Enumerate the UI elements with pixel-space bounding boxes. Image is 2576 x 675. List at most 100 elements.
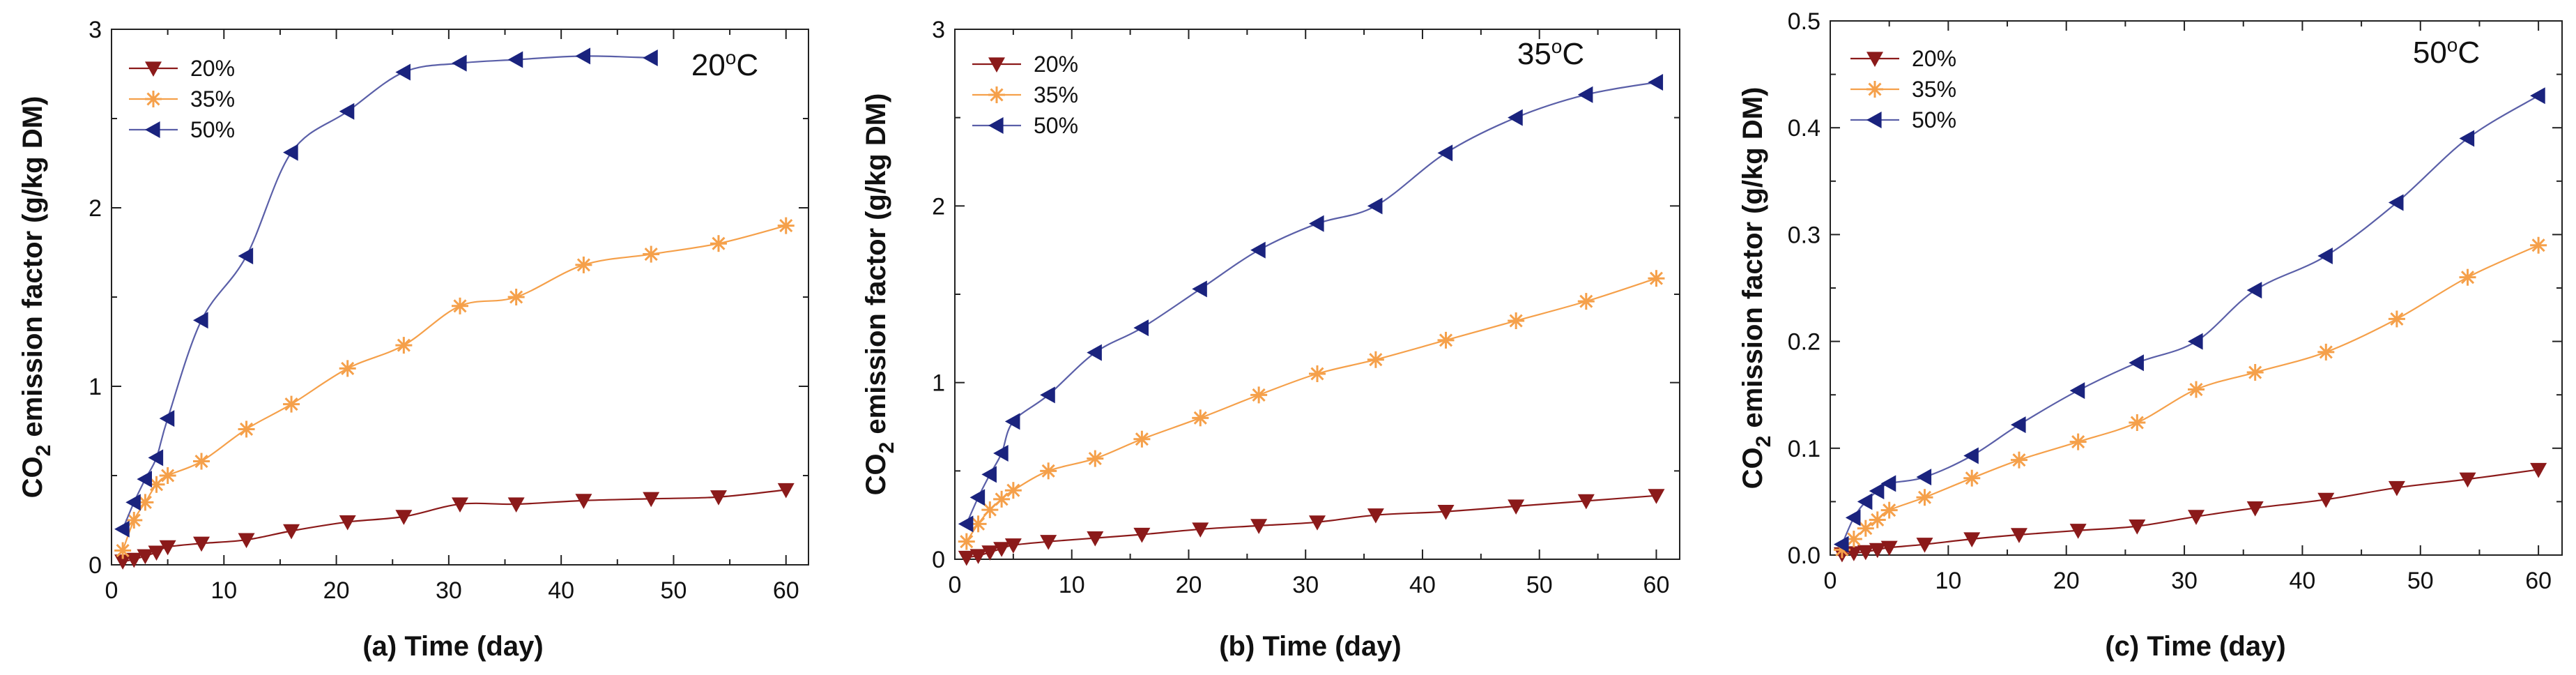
data-point <box>969 489 986 506</box>
data-point <box>1857 493 1873 510</box>
data-point <box>1963 532 1981 548</box>
data-point <box>507 51 523 68</box>
data-point <box>2069 382 2085 400</box>
y-axis-title-co: CO <box>861 453 891 495</box>
x-tick-label: 0 <box>949 572 962 598</box>
legend-label: 50% <box>1912 107 1956 132</box>
data-point <box>1916 538 1933 553</box>
x-tick-label: 40 <box>2290 568 2316 594</box>
data-point <box>2188 510 2205 525</box>
data-point <box>1192 522 1209 538</box>
data-point <box>238 533 255 549</box>
data-point <box>395 337 413 354</box>
data-point <box>1963 447 1979 464</box>
chart-panel-c: 0 10 20 30 40 50 60 0.0 0.1 0.2 0.3 0.4 0.5 CO2 emiss… <box>1738 8 2563 662</box>
data-point <box>125 512 143 529</box>
data-point <box>958 533 975 550</box>
data-point <box>2129 519 2146 535</box>
x-tick-label: 20 <box>2053 568 2080 594</box>
x-tick-label: 0 <box>1824 568 1837 594</box>
data-point <box>1087 344 1102 361</box>
y-axis-title-rest: emission factor (g/kg DM) <box>1738 87 1768 436</box>
data-point <box>1869 543 1886 559</box>
data-point <box>1648 270 1665 287</box>
data-point <box>2530 87 2545 105</box>
x-axis-title: (a) Time (day) <box>362 631 543 662</box>
legend-label: 35% <box>190 86 235 112</box>
temperature-label: 50oC <box>2413 34 2480 70</box>
temperature-label: 35oC <box>1517 36 1584 71</box>
data-point <box>575 494 592 509</box>
data-point <box>2188 333 2203 350</box>
y-axis-title-subscript: 2 <box>875 442 898 454</box>
data-point <box>1648 489 1665 504</box>
y-tick-label: 2 <box>932 193 945 220</box>
x-tick-label: 0 <box>105 577 118 604</box>
data-point <box>1916 469 1932 486</box>
data-point <box>2069 433 2087 450</box>
data-point <box>2010 451 2027 469</box>
data-point <box>969 549 987 564</box>
temperature-value: 20 <box>691 48 726 82</box>
data-point <box>1309 365 1326 382</box>
y-axis-title-co: CO <box>1738 447 1768 489</box>
data-point <box>958 550 975 566</box>
data-point <box>1880 540 1898 556</box>
data-point <box>2069 524 2087 539</box>
series-line-20pct <box>966 494 1657 559</box>
data-point <box>159 540 176 556</box>
data-point <box>283 395 300 413</box>
data-point <box>238 420 255 438</box>
data-point <box>1845 509 1861 526</box>
data-point <box>1004 538 1022 554</box>
temperature-degree: o <box>2447 34 2458 56</box>
y-axis-title: CO2 emission factor (g/kg DM) <box>861 93 898 496</box>
legend-marker <box>988 86 1005 103</box>
data-point <box>1250 241 1266 259</box>
y-tick-label: 0.0 <box>1788 543 1820 569</box>
data-point <box>1577 293 1595 310</box>
series-line-35pct <box>1841 244 2539 551</box>
data-point <box>2459 130 2475 147</box>
data-point <box>283 524 300 540</box>
y-axis-title-subscript: 2 <box>32 445 55 457</box>
panel-label: (b) <box>1219 631 1255 662</box>
data-point <box>1437 331 1455 349</box>
data-point <box>777 217 795 234</box>
x-tick-label: 50 <box>1526 572 1553 598</box>
data-point <box>993 490 1011 508</box>
data-point <box>710 235 727 252</box>
legend-label: 20% <box>1912 46 1956 71</box>
panel-label: (a) <box>362 631 397 662</box>
data-point <box>1192 280 1207 298</box>
data-point <box>2129 414 2146 432</box>
legend-label: 50% <box>190 117 235 142</box>
data-point <box>1250 386 1268 404</box>
x-axis-title-text: Time (day) <box>2147 631 2285 662</box>
x-tick-label: 40 <box>1409 572 1436 598</box>
y-tick-label: 2 <box>89 195 102 222</box>
y-axis-title-rest: emission factor (g/kg DM) <box>17 96 48 445</box>
data-point <box>2530 462 2547 478</box>
data-point <box>1004 482 1022 499</box>
data-point <box>452 297 468 314</box>
data-point <box>1963 469 1981 487</box>
data-point <box>159 410 175 427</box>
legend-label: 20% <box>190 56 235 81</box>
data-point <box>643 492 660 508</box>
x-tick-label: 40 <box>548 577 574 604</box>
data-point <box>2459 268 2476 286</box>
data-point <box>1869 483 1885 500</box>
data-point <box>1845 531 1862 548</box>
data-point <box>993 542 1011 557</box>
legend-label: 35% <box>1034 82 1078 107</box>
data-point <box>507 497 525 513</box>
data-point <box>339 515 356 531</box>
x-tick-label: 60 <box>2525 568 2552 594</box>
y-tick-label: 1 <box>932 370 945 397</box>
x-axis-title-spacer <box>2139 631 2147 662</box>
temperature-degree: o <box>1551 36 1563 57</box>
y-tick-label: 0 <box>89 552 102 579</box>
